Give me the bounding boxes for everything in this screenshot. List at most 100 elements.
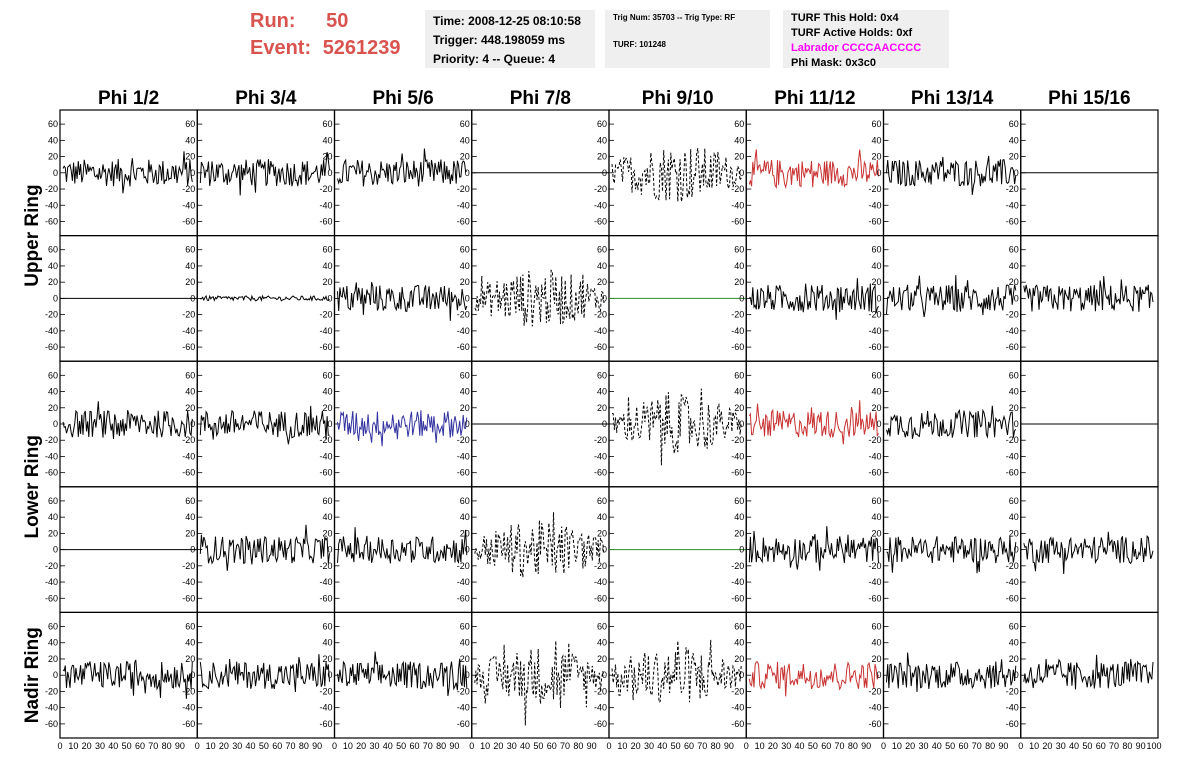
y-tick-label: -60	[182, 593, 195, 603]
y-tick-label: 40	[185, 135, 195, 145]
y-tick-label: 20	[871, 403, 881, 413]
y-tick-label: -40	[457, 577, 470, 587]
y-tick-label: -20	[868, 435, 881, 445]
x-tick-label: 70	[148, 741, 158, 751]
x-tick-label: 40	[932, 741, 942, 751]
y-tick-label: -40	[1006, 200, 1019, 210]
turf-text: TURF: 101248	[613, 40, 666, 49]
y-tick-label: -40	[45, 703, 58, 713]
x-tick-label: 80	[299, 741, 309, 751]
y-tick-label: 60	[871, 119, 881, 129]
y-tick-label: 40	[1009, 387, 1019, 397]
y-tick-label: -40	[594, 326, 607, 336]
y-tick-label: -20	[457, 561, 470, 571]
y-tick-label: -20	[457, 184, 470, 194]
row-group-label: Nadir Ring	[22, 627, 43, 723]
y-tick-label: 60	[48, 370, 58, 380]
y-tick-label: -20	[1006, 184, 1019, 194]
x-tick-label: 20	[356, 741, 366, 751]
x-tick-label: 0	[469, 741, 474, 751]
y-tick-label: -20	[1006, 686, 1019, 696]
y-tick-label: 20	[871, 277, 881, 287]
y-tick-label: 40	[871, 261, 881, 271]
x-tick-label: 0	[195, 741, 200, 751]
y-tick-label: -40	[45, 451, 58, 461]
y-tick-label: 0	[739, 545, 744, 555]
y-tick-label: 0	[53, 419, 58, 429]
y-tick-label: -40	[182, 200, 195, 210]
waveform-trace	[886, 536, 1017, 574]
y-tick-label: 60	[185, 245, 195, 255]
x-tick-label: 0	[57, 741, 62, 751]
y-tick-label: -20	[319, 310, 332, 320]
waveform-trace	[62, 401, 193, 440]
waveform-trace	[886, 275, 1017, 318]
waveform-trace	[611, 148, 742, 202]
y-tick-label: 0	[327, 670, 332, 680]
y-tick-label: -60	[731, 216, 744, 226]
y-tick-label: 60	[322, 496, 332, 506]
y-tick-label: -40	[594, 703, 607, 713]
x-tick-label: 0	[744, 741, 749, 751]
x-tick-label: 40	[795, 741, 805, 751]
x-tick-label: 10	[755, 741, 765, 751]
priority-text: Priority: 4 -- Queue: 4	[433, 52, 556, 66]
y-tick-label: -60	[182, 468, 195, 478]
event-line: Event: 5261239	[250, 35, 401, 62]
y-tick-label: 20	[48, 654, 58, 664]
y-tick-label: -60	[1006, 719, 1019, 729]
y-tick-label: 60	[1009, 622, 1019, 632]
waveform-trace	[611, 388, 742, 466]
y-tick-label: -20	[731, 310, 744, 320]
y-tick-label: -60	[45, 719, 58, 729]
y-tick-label: 0	[876, 545, 881, 555]
panel-frame	[1020, 611, 1159, 739]
y-tick-label: -60	[594, 719, 607, 729]
y-tick-label: 40	[734, 135, 744, 145]
waveform-trace	[337, 410, 468, 447]
y-tick-label: 40	[734, 638, 744, 648]
panel-frame	[1020, 486, 1159, 613]
x-tick-label: 20	[1042, 741, 1052, 751]
y-tick-label: 60	[460, 245, 470, 255]
waveform-trace	[199, 405, 330, 445]
y-tick-label: -20	[182, 561, 195, 571]
y-tick-label: 60	[48, 119, 58, 129]
x-tick-label: 90	[175, 741, 185, 751]
labrador-text: Labrador CCCCAACCCC	[791, 42, 922, 54]
y-tick-label: -60	[1006, 468, 1019, 478]
waveform-trace	[62, 151, 193, 194]
y-tick-label: -40	[319, 577, 332, 587]
panel-frame	[196, 486, 336, 613]
y-tick-label: -20	[594, 184, 607, 194]
y-tick-label: -60	[868, 342, 881, 352]
waveform-trace	[1023, 654, 1154, 690]
y-tick-label: -60	[1006, 216, 1019, 226]
x-tick-label: 80	[711, 741, 721, 751]
y-tick-label: 40	[185, 638, 195, 648]
y-tick-label: 20	[322, 152, 332, 162]
y-tick-label: -60	[868, 468, 881, 478]
y-tick-label: 0	[876, 419, 881, 429]
run-event-header: Run: 50 Event: 5261239	[250, 8, 401, 62]
y-tick-label: -60	[868, 216, 881, 226]
y-tick-label: -20	[731, 435, 744, 445]
y-tick-label: 60	[460, 622, 470, 632]
x-tick-label: 0	[881, 741, 886, 751]
x-tick-label: 10	[480, 741, 490, 751]
x-tick-label: 20	[905, 741, 915, 751]
panel-frame	[196, 235, 336, 362]
y-tick-label: -40	[319, 326, 332, 336]
x-tick-label: 50	[533, 741, 543, 751]
run-line: Run: 50	[250, 8, 401, 35]
y-tick-label: 60	[871, 622, 881, 632]
y-tick-label: 20	[460, 277, 470, 287]
trigger-text: Trigger: 448.198059 ms	[433, 33, 566, 47]
waveform-trace	[337, 651, 468, 697]
x-tick-label: 80	[573, 741, 583, 751]
waveform-trace	[886, 652, 1017, 693]
y-tick-label: -60	[594, 216, 607, 226]
y-tick-label: -20	[45, 561, 58, 571]
y-tick-label: 0	[190, 670, 195, 680]
x-tick-label: 0	[332, 741, 337, 751]
